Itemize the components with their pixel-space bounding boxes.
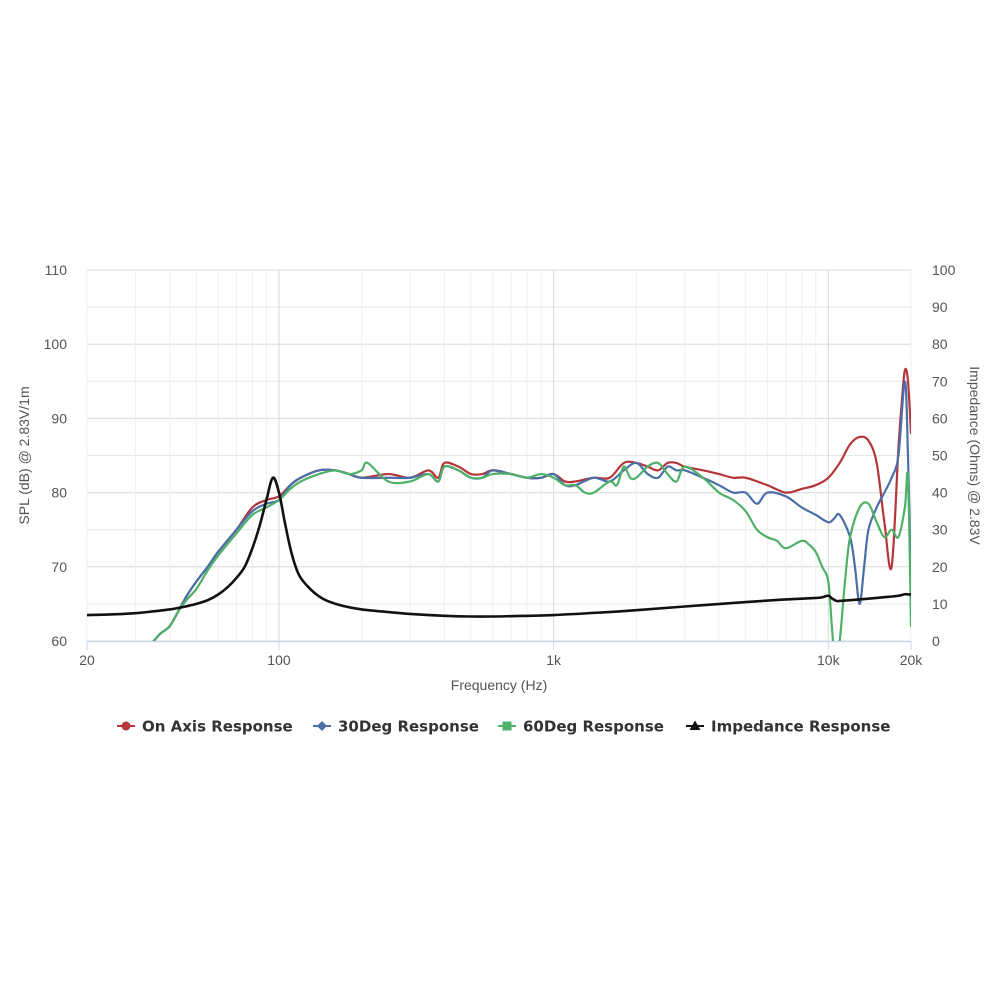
legend-item-60deg-response[interactable]: 60Deg Response	[498, 718, 664, 736]
legend-item-30deg-response[interactable]: 30Deg Response	[313, 718, 479, 736]
legend: On Axis Response 30Deg Response 60Deg Resp…	[117, 718, 890, 736]
legend-square-marker	[502, 721, 512, 731]
y-right-tick-label: 70	[932, 373, 948, 389]
y-right-tick-label: 80	[932, 336, 948, 352]
legend-item-impedance-response[interactable]: Impedance Response	[686, 718, 890, 736]
legend-label: 30Deg Response	[338, 718, 479, 736]
y-right-tick-label: 90	[932, 299, 948, 315]
series-line-30deg-response[interactable]	[152, 380, 911, 641]
legend-triangle-marker	[689, 720, 701, 730]
legend-label: On Axis Response	[142, 718, 293, 736]
series-line-impedance-response[interactable]	[87, 476, 911, 618]
legend-item-on-axis-response[interactable]: On Axis Response	[117, 718, 293, 736]
series-line-60deg-response[interactable]	[152, 461, 911, 664]
y-left-tick-label: 80	[51, 485, 67, 501]
grid	[86, 269, 912, 650]
y-left-tick-label: 70	[51, 559, 67, 575]
x-tick-label: 20k	[900, 652, 924, 668]
y-right-tick-label: 50	[932, 448, 948, 464]
y-axis-left-title: SPL (dB) @ 2.83V/1m	[16, 386, 32, 524]
y-left-tick-label: 90	[51, 410, 67, 426]
y-axis-right-title: Impedance (Ohms) @ 2.83V	[967, 366, 983, 545]
y-right-tick-label: 100	[932, 262, 956, 278]
x-tick-label: 10k	[817, 652, 841, 668]
y-left-tick-label: 60	[51, 633, 67, 649]
legend-diamond-marker	[317, 721, 327, 731]
series-line-on-axis-response[interactable]	[152, 367, 911, 641]
y-right-tick-label: 20	[932, 559, 948, 575]
axes: Frequency (Hz) SPL (dB) @ 2.83V/1m Imped…	[16, 366, 983, 693]
series-lines	[87, 367, 911, 664]
y-right-tick-label: 10	[932, 596, 948, 612]
y-right-tick-label: 0	[932, 633, 940, 649]
y-left-tick-label: 100	[44, 336, 68, 352]
x-tick-label: 20	[79, 652, 95, 668]
y-right-tick-label: 40	[932, 485, 948, 501]
series-group	[87, 367, 911, 664]
y-right-tick-label: 30	[932, 522, 948, 538]
x-axis-title: Frequency (Hz)	[451, 677, 547, 693]
legend-circle-marker	[121, 721, 131, 731]
y-left-tick-label: 110	[45, 262, 68, 278]
legend-label: 60Deg Response	[523, 718, 664, 736]
x-tick-label: 1k	[546, 652, 562, 668]
y-right-tick-label: 60	[932, 410, 948, 426]
tick-labels: 20 100 1k 10k 20k 60 70 80 90 100 110 0 10 20 30 40 50 60…	[44, 262, 956, 668]
legend-label: Impedance Response	[711, 718, 890, 736]
x-tick-label: 100	[267, 652, 291, 668]
